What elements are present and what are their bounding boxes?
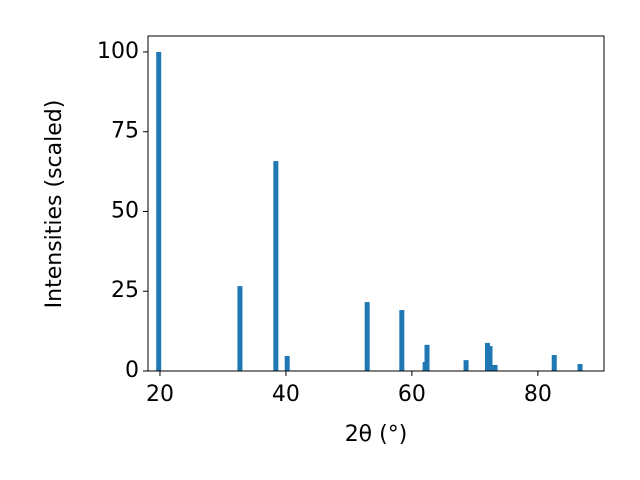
bar [487,346,493,371]
bar [237,286,243,371]
x-tick-label: 40 [272,382,300,407]
y-tick-label: 75 [111,119,139,144]
x-tick-label: 60 [398,382,426,407]
plot-frame [147,35,605,372]
bar [273,161,279,371]
bar [284,356,290,371]
bar [364,302,370,371]
bar [551,355,557,371]
bar [399,310,405,371]
bar [463,360,469,371]
bar [424,344,430,371]
x-tick-label: 80 [524,382,552,407]
x-tick-label: 20 [146,382,174,407]
y-tick-label: 100 [97,39,139,64]
y-tick-label: 50 [111,198,139,223]
y-tick-label: 0 [125,358,139,383]
bar [484,342,490,371]
bar [577,363,583,371]
x-axis-label: 2θ (°) [345,422,408,447]
y-axis-label: Intensities (scaled) [42,100,67,309]
y-tick-label: 25 [111,278,139,303]
bar [492,364,498,371]
bar [156,51,162,371]
